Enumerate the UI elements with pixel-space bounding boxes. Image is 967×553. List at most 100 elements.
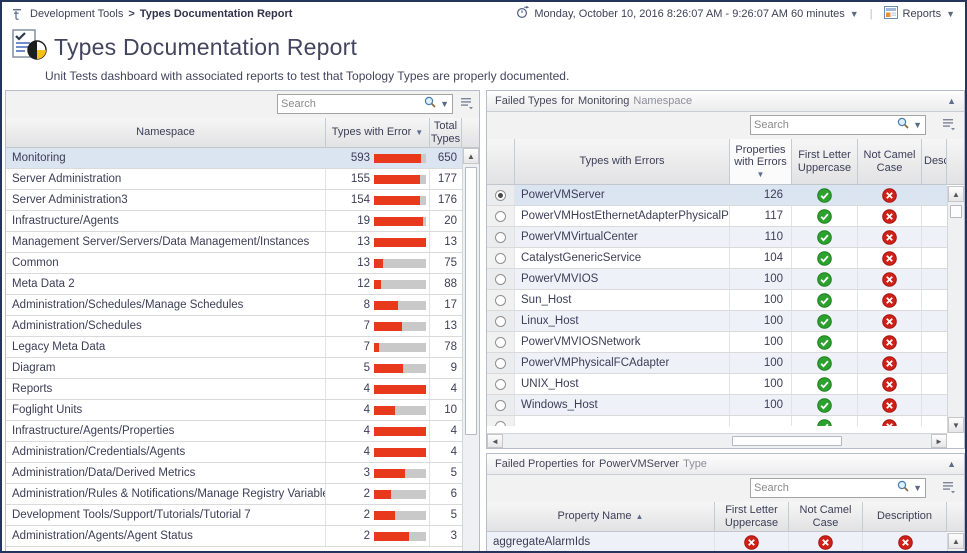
failed-type-row[interactable]: PowerVMVIOSNetwork 100 [487, 332, 947, 353]
namespace-row[interactable]: Meta Data 2 12 88 [6, 274, 462, 295]
failed-type-row[interactable]: Windows_Host 100 [487, 395, 947, 416]
failed-types-search-input[interactable] [754, 119, 897, 131]
table-customizer-icon[interactable] [942, 118, 956, 131]
table-customizer-icon[interactable] [460, 97, 474, 110]
collapse-panel-icon[interactable]: ▲ [947, 96, 956, 106]
row-radio-button[interactable] [495, 294, 506, 306]
reports-menu-label[interactable]: Reports [902, 8, 942, 20]
breadcrumb-parent[interactable]: Development Tools [30, 8, 124, 20]
search-options-caret-icon[interactable]: ▼ [440, 98, 449, 109]
not-camel-case-cell [858, 227, 922, 247]
pass-check-icon [817, 334, 832, 350]
failed-type-row[interactable]: UNIX_Host 100 [487, 374, 947, 395]
namespace-row[interactable]: Administration/Schedules/Manage Schedule… [6, 295, 462, 316]
namespace-cell: Legacy Meta Data [6, 337, 326, 357]
time-range-label[interactable]: Monday, October 10, 2016 8:26:07 AM - 9:… [534, 8, 845, 20]
namespace-cell: Management Server/Servers/Data Managemen… [6, 232, 326, 252]
row-radio-button[interactable] [495, 336, 506, 348]
scroll-up-icon[interactable]: ▲ [948, 186, 964, 202]
scrollbar-thumb[interactable] [950, 205, 962, 218]
collapse-panel-icon[interactable]: ▲ [947, 459, 956, 469]
scrollbar-thumb[interactable] [465, 167, 477, 435]
search-options-caret-icon[interactable]: ▼ [913, 119, 922, 130]
column-header-namespace[interactable]: Namespace [6, 118, 326, 147]
failed-type-row[interactable]: CatalystGenericService 104 [487, 248, 947, 269]
types-with-error-cell: 593 [326, 148, 430, 168]
namespace-row[interactable]: Legacy Meta Data 7 78 [6, 337, 462, 358]
failed-property-row[interactable]: aggregateAlarmIds [487, 532, 947, 551]
scroll-left-icon[interactable]: ◄ [487, 434, 503, 448]
scroll-down-icon[interactable]: ▼ [948, 417, 964, 433]
failed-properties-vertical-scrollbar[interactable]: ▲ [947, 533, 964, 551]
row-radio-button[interactable] [495, 420, 506, 426]
namespace-cell: Foglight Units [6, 400, 326, 420]
namespace-row[interactable]: Administration/Rules & Notifications/Man… [6, 484, 462, 505]
column-header-not-camel-case[interactable]: Not Camel Case [789, 502, 863, 531]
namespace-row[interactable]: Server Administration3 154 176 [6, 190, 462, 211]
namespace-row[interactable]: Administration/Data/Derived Metrics 3 5 [6, 463, 462, 484]
namespace-row[interactable]: Management Server/Servers/Data Managemen… [6, 232, 462, 253]
failed-type-row[interactable]: PowerVMHostEthernetAdapterPhysicalPort 11… [487, 206, 947, 227]
column-header-description[interactable]: Description [922, 139, 947, 184]
namespace-row[interactable]: Infrastructure/Agents/Properties 4 4 [6, 421, 462, 442]
row-radio-button[interactable] [495, 357, 506, 369]
scroll-up-icon[interactable]: ▲ [948, 533, 964, 549]
namespace-row[interactable]: Administration/Schedules 7 13 [6, 316, 462, 337]
failed-properties-search-input[interactable] [754, 482, 897, 494]
failed-type-row[interactable]: PowerVMVirtualCenter 110 [487, 227, 947, 248]
search-icon[interactable] [896, 479, 910, 498]
failed-type-row[interactable]: PowerVMServer 126 [487, 185, 947, 206]
table-customizer-icon[interactable] [942, 481, 956, 494]
failed-type-row[interactable] [487, 416, 947, 426]
failed-type-row[interactable]: PowerVMPhysicalFCAdapter 100 [487, 353, 947, 374]
namespace-row[interactable]: Administration/Credentials/Agents 4 4 [6, 442, 462, 463]
namespace-row[interactable]: Reports 4 4 [6, 379, 462, 400]
column-header-types-with-errors[interactable]: Types with Errors [515, 139, 730, 184]
types-with-error-cell: 2 [326, 505, 430, 525]
column-header-types-with-error[interactable]: Types with Error ▼ [326, 118, 430, 147]
row-radio-button[interactable] [495, 378, 506, 390]
namespace-search-input[interactable] [281, 98, 424, 110]
error-ratio-bar [374, 447, 426, 457]
column-header-total-types[interactable]: Total Types [430, 118, 462, 147]
scroll-up-icon[interactable]: ▲ [463, 148, 479, 164]
namespace-row[interactable]: Common 13 75 [6, 253, 462, 274]
column-header-property-name[interactable]: Property Name ▲ [487, 502, 715, 531]
column-header-first-letter-uppercase[interactable]: First Letter Uppercase [715, 502, 789, 531]
search-options-caret-icon[interactable]: ▼ [913, 482, 922, 493]
namespace-row[interactable]: Foglight Units 4 10 [6, 400, 462, 421]
row-radio-button[interactable] [495, 231, 506, 243]
row-radio-button[interactable] [495, 273, 506, 285]
time-range-caret-icon[interactable]: ▼ [849, 8, 859, 19]
namespace-row[interactable]: Infrastructure/Agents 19 20 [6, 211, 462, 232]
column-header-description[interactable]: Description [863, 502, 947, 531]
row-radio-button[interactable] [495, 315, 506, 327]
namespace-row[interactable]: Monitoring 593 650 [6, 148, 462, 169]
pass-check-icon [817, 208, 832, 224]
search-icon[interactable] [423, 95, 437, 114]
row-radio-button[interactable] [495, 252, 506, 264]
failed-type-row[interactable]: Sun_Host 100 [487, 290, 947, 311]
search-icon[interactable] [896, 116, 910, 135]
namespace-row[interactable]: Administration/Agents/Agent Status 2 3 [6, 526, 462, 547]
reports-caret-icon[interactable]: ▼ [946, 8, 955, 19]
first-letter-uppercase-cell [792, 332, 858, 352]
scroll-right-icon[interactable]: ► [931, 434, 947, 448]
properties-with-errors-cell: 126 [730, 185, 792, 205]
column-header-not-camel-case[interactable]: Not Camel Case [858, 139, 922, 184]
namespace-row[interactable]: Server Administration 155 177 [6, 169, 462, 190]
scrollbar-thumb[interactable] [732, 436, 842, 446]
column-header-first-letter-uppercase[interactable]: First Letter Uppercase [792, 139, 858, 184]
row-radio-button[interactable] [495, 399, 506, 411]
failed-types-vertical-scrollbar[interactable]: ▲ ▼ [947, 186, 964, 433]
failed-type-row[interactable]: PowerVMVIOS 100 [487, 269, 947, 290]
failed-types-horizontal-scrollbar[interactable]: ◄ ► [487, 433, 947, 448]
column-header-properties-with-errors[interactable]: Properties with Errors ▼ [730, 139, 792, 184]
namespace-vertical-scrollbar[interactable]: ▲ [462, 148, 479, 551]
failed-type-row[interactable]: Linux_Host 100 [487, 311, 947, 332]
row-radio-button[interactable] [495, 210, 506, 222]
failed-properties-table-header: Property Name ▲ First Letter Uppercase No… [487, 502, 964, 532]
namespace-row[interactable]: Development Tools/Support/Tutorials/Tuto… [6, 505, 462, 526]
row-radio-button[interactable] [495, 189, 506, 201]
namespace-row[interactable]: Diagram 5 9 [6, 358, 462, 379]
